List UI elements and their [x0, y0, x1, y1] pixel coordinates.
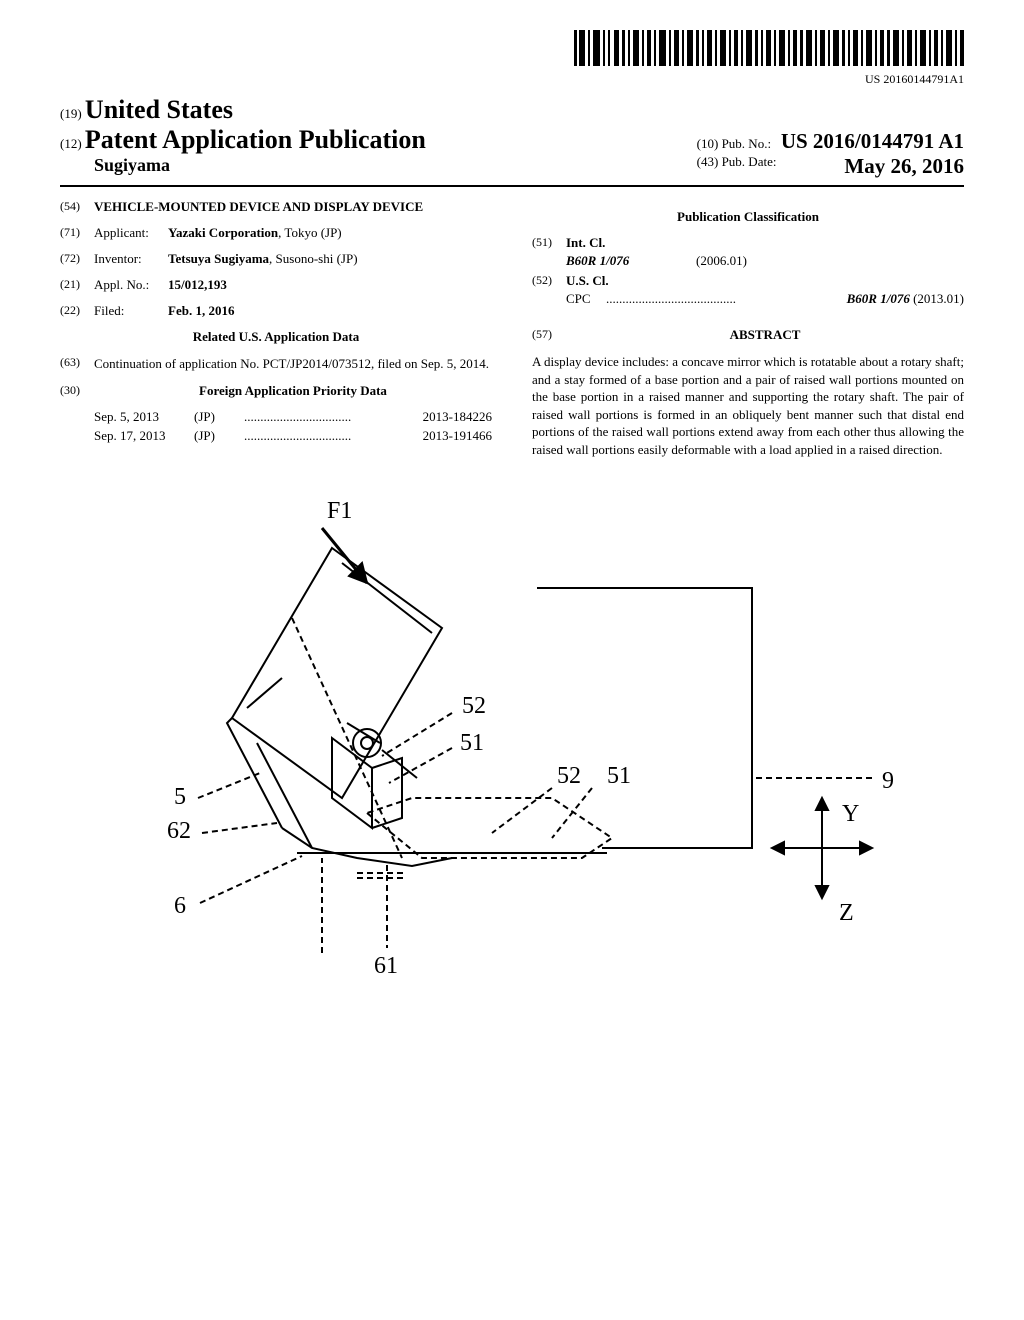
- application-number: 15/012,193: [168, 277, 492, 293]
- field-52: (52): [532, 273, 566, 307]
- label-F1: F1: [327, 498, 352, 524]
- priority-date: Sep. 5, 2013: [94, 409, 194, 425]
- filed-label: Filed:: [94, 303, 168, 319]
- continuation-text: Continuation of application No. PCT/JP20…: [94, 355, 492, 373]
- priority-country: (JP): [194, 428, 244, 444]
- priority-heading-row: (30) Foreign Application Priority Data: [60, 383, 492, 399]
- field-63: (63): [60, 355, 94, 373]
- priority-number: 2013-184226: [423, 409, 492, 425]
- pub-no-label: Pub. No.:: [722, 136, 771, 151]
- us-cl-row: (52) U.S. Cl. CPC ......................…: [532, 273, 964, 307]
- priority-heading: Foreign Application Priority Data: [94, 383, 492, 399]
- field-21: (21): [60, 277, 94, 293]
- label-6: 6: [174, 893, 186, 919]
- label-9: 9: [882, 768, 894, 794]
- int-cl-year: (2006.01): [696, 253, 747, 269]
- content-columns: (54) VEHICLE-MOUNTED DEVICE AND DISPLAY …: [60, 199, 964, 458]
- related-data-heading: Related U.S. Application Data: [60, 329, 492, 345]
- appl-no-label: Appl. No.:: [94, 277, 168, 293]
- classification-heading: Publication Classification: [532, 209, 964, 225]
- barcode-icon: [574, 30, 964, 70]
- patent-figure: F1 52 51 52 51 5 62 6 61 9 Y Z: [112, 488, 912, 1048]
- cpc-label: CPC: [566, 291, 606, 307]
- label-Z: Z: [839, 900, 854, 926]
- priority-number: 2013-191466: [423, 428, 492, 444]
- dots: .................................: [244, 428, 423, 444]
- field-43: (43): [697, 154, 719, 169]
- applicant-label: Applicant:: [94, 225, 168, 241]
- field-57: (57): [532, 327, 566, 343]
- filed-row: (22) Filed: Feb. 1, 2016: [60, 303, 492, 319]
- label-51a: 51: [460, 730, 484, 756]
- label-61: 61: [374, 953, 398, 979]
- cpc-value: B60R 1/076 (2013.01): [847, 291, 964, 307]
- publication-number: US 2016/0144791 A1: [781, 129, 964, 153]
- field-30: (30): [60, 383, 94, 399]
- abstract-heading: ABSTRACT: [566, 327, 964, 343]
- priority-row: Sep. 5, 2013 (JP) ......................…: [60, 409, 492, 425]
- label-Y: Y: [842, 801, 859, 827]
- inventor-row: (72) Inventor: Tetsuya Sugiyama, Susono-…: [60, 251, 492, 267]
- invention-title: VEHICLE-MOUNTED DEVICE AND DISPLAY DEVIC…: [94, 199, 492, 215]
- abstract-text: A display device includes: a concave mir…: [532, 353, 964, 458]
- priority-row: Sep. 17, 2013 (JP) .....................…: [60, 428, 492, 444]
- int-cl-label: Int. Cl.: [566, 235, 964, 251]
- dots: .................................: [244, 409, 423, 425]
- label-51b: 51: [607, 763, 631, 789]
- publication-date: May 26, 2016: [844, 154, 964, 179]
- applicant-value: Yazaki Corporation, Tokyo (JP): [168, 225, 492, 241]
- filed-date: Feb. 1, 2016: [168, 303, 492, 319]
- int-cl-code: B60R 1/076: [566, 253, 696, 269]
- applicant-row: (71) Applicant: Yazaki Corporation, Toky…: [60, 225, 492, 241]
- dots: ........................................: [606, 291, 847, 307]
- inventor-value: Tetsuya Sugiyama, Susono-shi (JP): [168, 251, 492, 267]
- field-10: (10): [697, 136, 719, 151]
- field-51: (51): [532, 235, 566, 269]
- divider-line: [60, 185, 964, 187]
- field-72: (72): [60, 251, 94, 267]
- label-5: 5: [174, 784, 186, 810]
- title-row: (54) VEHICLE-MOUNTED DEVICE AND DISPLAY …: [60, 199, 492, 215]
- field-19: (19): [60, 106, 82, 121]
- appl-no-row: (21) Appl. No.: 15/012,193: [60, 277, 492, 293]
- author-name: Sugiyama: [94, 155, 170, 175]
- abstract-heading-row: (57) ABSTRACT: [532, 327, 964, 343]
- field-12: (12): [60, 136, 82, 151]
- label-52a: 52: [462, 693, 486, 719]
- header-section: (19) United States (12) Patent Applicati…: [60, 95, 964, 179]
- country-name: United States: [85, 95, 233, 124]
- label-62: 62: [167, 818, 191, 844]
- priority-table: Sep. 5, 2013 (JP) ......................…: [60, 409, 492, 444]
- us-cl-label: U.S. Cl.: [566, 273, 964, 289]
- field-71: (71): [60, 225, 94, 241]
- left-column: (54) VEHICLE-MOUNTED DEVICE AND DISPLAY …: [60, 199, 492, 458]
- right-column: Publication Classification (51) Int. Cl.…: [532, 199, 964, 458]
- inventor-label: Inventor:: [94, 251, 168, 267]
- figure-region: F1 52 51 52 51 5 62 6 61 9 Y Z: [60, 488, 964, 1052]
- label-52b: 52: [557, 763, 581, 789]
- publication-type: Patent Application Publication: [85, 125, 426, 154]
- continuation-row: (63) Continuation of application No. PCT…: [60, 355, 492, 373]
- priority-country: (JP): [194, 409, 244, 425]
- field-22: (22): [60, 303, 94, 319]
- pub-date-label: Pub. Date:: [722, 154, 777, 169]
- field-54: (54): [60, 199, 94, 215]
- barcode-text: US 20160144791A1: [60, 72, 964, 87]
- barcode-region: US 20160144791A1: [60, 30, 964, 87]
- int-cl-row: (51) Int. Cl. B60R 1/076 (2006.01): [532, 235, 964, 269]
- priority-date: Sep. 17, 2013: [94, 428, 194, 444]
